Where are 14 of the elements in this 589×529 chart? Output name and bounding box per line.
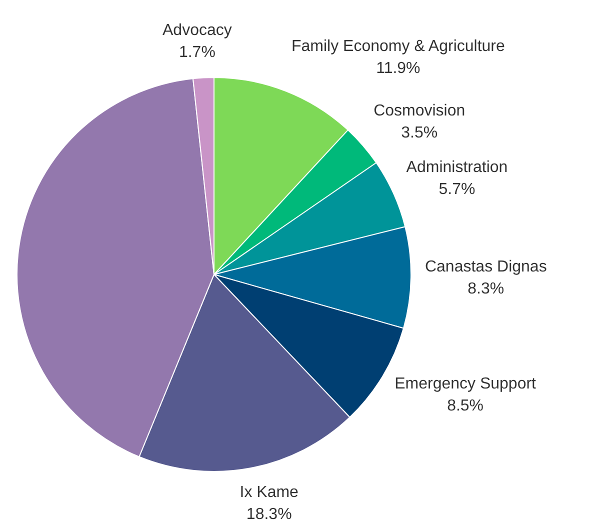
slice-label: Administration — [406, 159, 508, 176]
data-label: 5.7% — [438, 181, 476, 198]
data-label: 18.3% — [246, 506, 292, 523]
data-label: 3.5% — [401, 124, 438, 142]
slice-label: Family Economy & Agriculture — [292, 38, 506, 55]
slice-label: Advocacy — [162, 22, 232, 40]
data-label: 11.9% — [376, 60, 420, 77]
data-label: 8.5% — [447, 397, 484, 414]
slice-label: Ix Kame — [240, 484, 299, 501]
data-label: 8.3% — [468, 280, 504, 298]
slice-label: Canastas Dignas — [424, 258, 547, 276]
slice-label: Cosmovision — [374, 102, 466, 120]
slice-label: Emergency Support — [394, 375, 537, 392]
data-label: 1.7% — [178, 44, 216, 62]
